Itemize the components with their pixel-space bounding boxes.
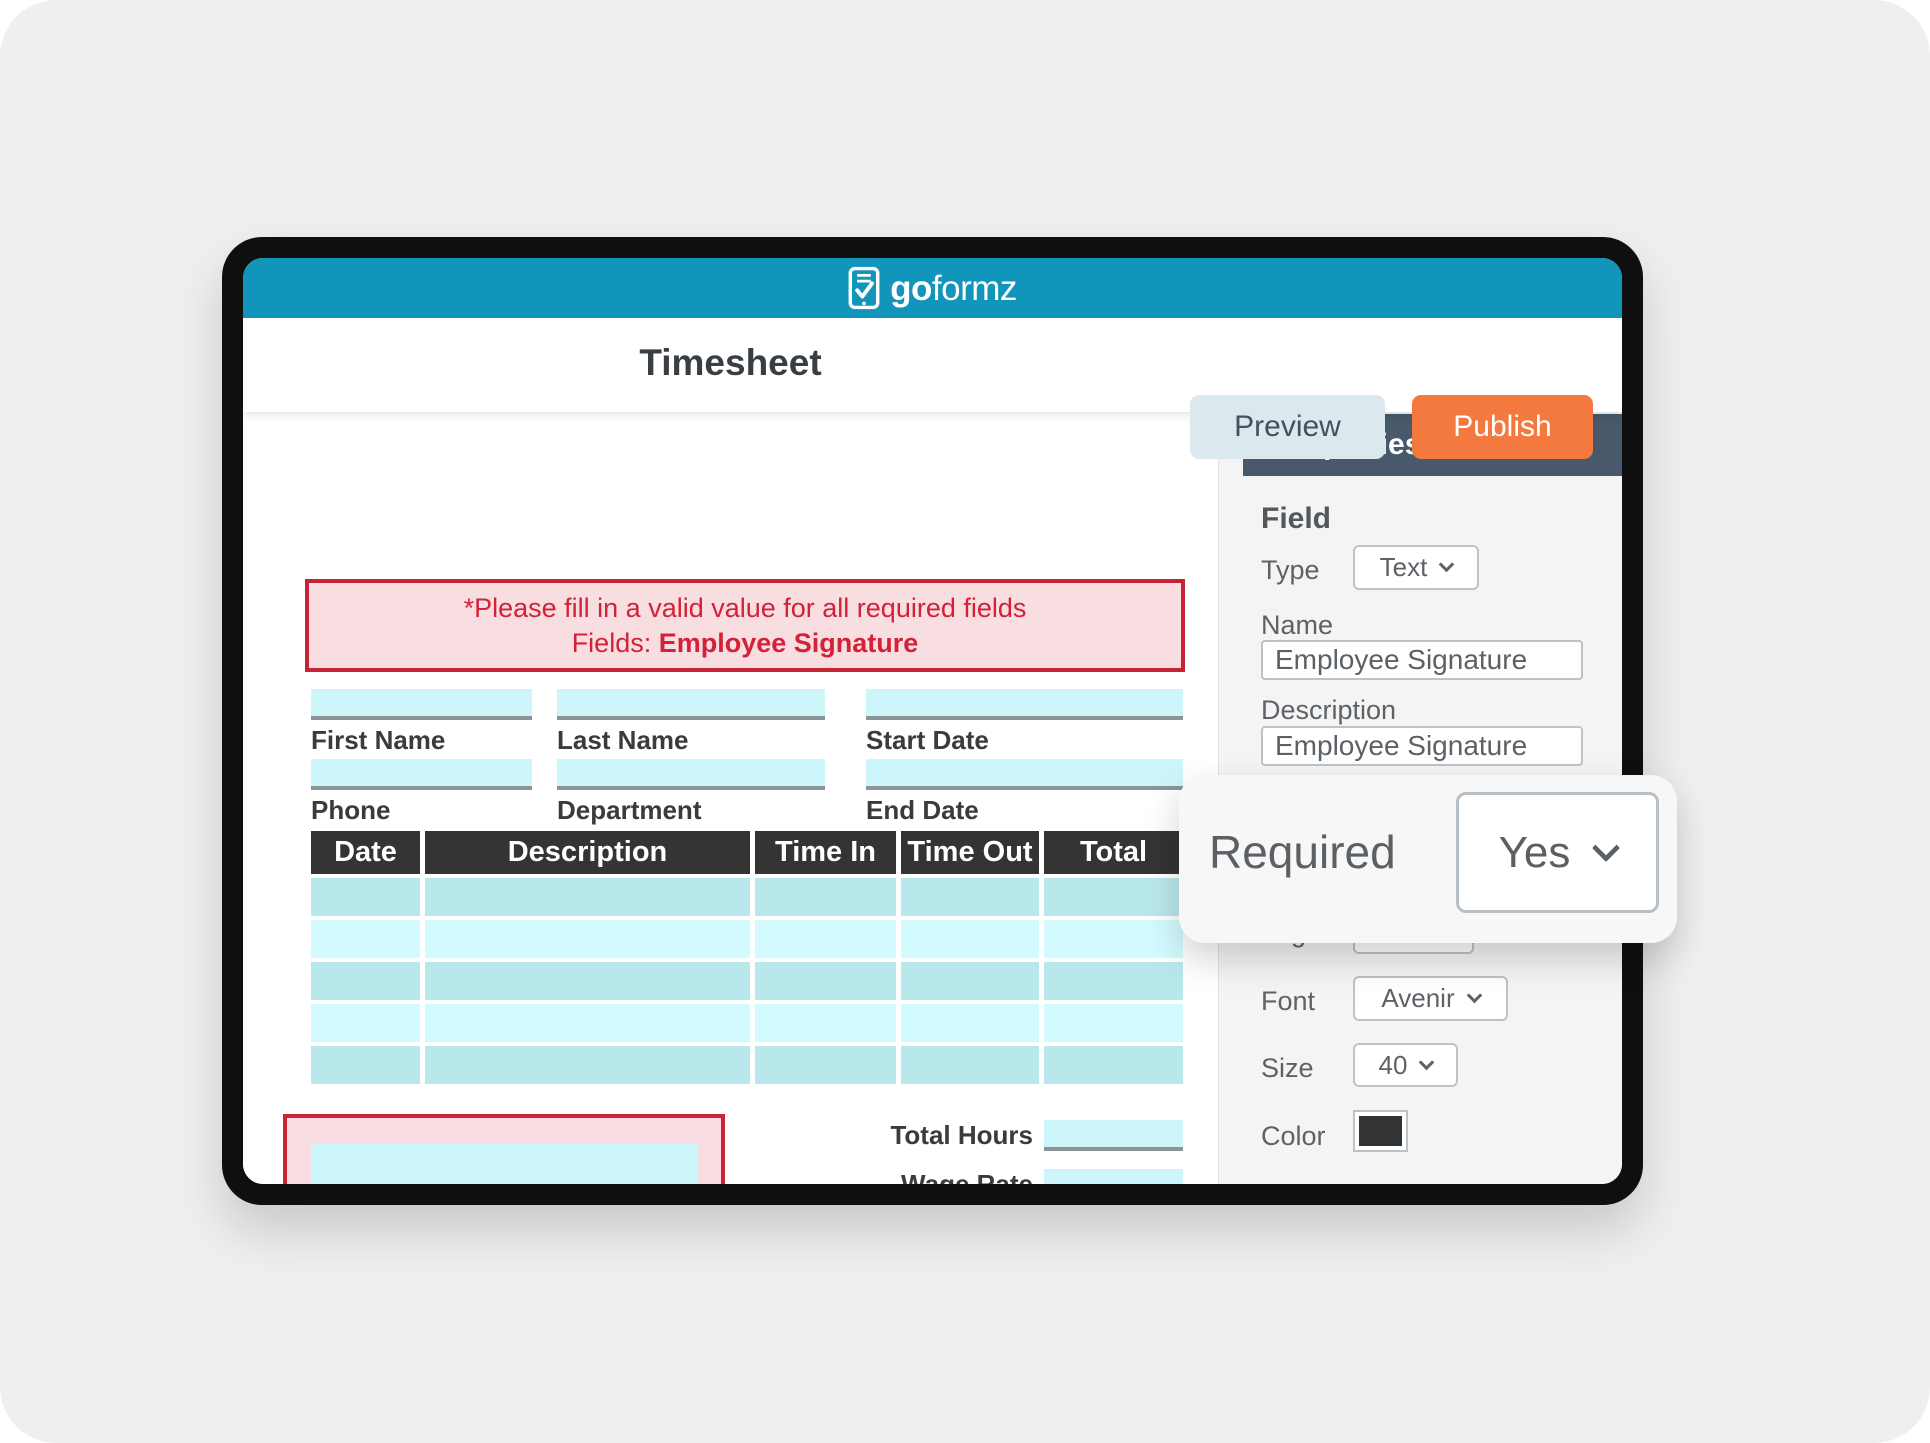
chevron-down-icon: [1592, 833, 1621, 862]
error-line1: *Please fill in a valid value for all re…: [463, 592, 1027, 623]
department-label: Department: [557, 795, 702, 825]
wage-rate-row: Wage Rate: [901, 1169, 1183, 1184]
goformz-wordmark: goformz: [890, 271, 1017, 306]
table-cell[interactable]: [1044, 1004, 1183, 1042]
end-date-label: End Date: [866, 795, 979, 825]
chevron-down-icon: [1439, 556, 1455, 573]
form-title: Timesheet: [639, 342, 822, 383]
table-cell[interactable]: [311, 1004, 420, 1042]
total-hours-label: Total Hours: [890, 1120, 1033, 1150]
goformz-logo-icon: [848, 266, 880, 310]
description-input[interactable]: [1261, 726, 1583, 766]
tablet-frame: goformz Timesheet Preview Publish *Pleas…: [222, 237, 1643, 1205]
total-hours-field[interactable]: [1044, 1120, 1183, 1151]
required-value: Yes: [1498, 827, 1571, 877]
validation-error-banner: *Please fill in a valid value for all re…: [305, 579, 1185, 672]
employee-signature-field[interactable]: [311, 1144, 697, 1184]
table-cell[interactable]: [425, 920, 750, 958]
last-name-field[interactable]: [557, 689, 825, 720]
type-value: Text: [1379, 552, 1428, 582]
department-field[interactable]: [557, 759, 825, 790]
app-header-bar: goformz: [243, 258, 1622, 318]
font-dropdown[interactable]: Avenir: [1353, 976, 1508, 1021]
wage-rate-label: Wage Rate: [901, 1169, 1033, 1184]
table-cell[interactable]: [425, 878, 750, 916]
table-cell[interactable]: [755, 1004, 896, 1042]
color-swatch: [1359, 1116, 1402, 1146]
table-cell[interactable]: [311, 962, 420, 1000]
table-cell[interactable]: [425, 1046, 750, 1084]
color-label: Color: [1261, 1121, 1326, 1151]
col-header-time-in: Time In: [755, 831, 896, 874]
table-cell[interactable]: [755, 1046, 896, 1084]
table-cell[interactable]: [1044, 878, 1183, 916]
total-hours-row: Total Hours: [890, 1120, 1183, 1151]
description-label: Description: [1261, 695, 1397, 725]
table-cell[interactable]: [755, 962, 896, 1000]
table-cell[interactable]: [755, 878, 896, 916]
name-input[interactable]: [1261, 640, 1583, 680]
table-cell[interactable]: [425, 1004, 750, 1042]
table-cell[interactable]: [1044, 962, 1183, 1000]
table-cell[interactable]: [901, 1046, 1039, 1084]
table-cell[interactable]: [1044, 1046, 1183, 1084]
wage-rate-field[interactable]: [1044, 1169, 1183, 1184]
table-cell[interactable]: [755, 920, 896, 958]
size-value: 40: [1378, 1049, 1408, 1080]
type-label: Type: [1261, 555, 1320, 585]
app-screen: goformz Timesheet Preview Publish *Pleas…: [243, 258, 1622, 1184]
time-entry-table: Date Description Time In Time Out Total: [311, 831, 1183, 1084]
table-cell[interactable]: [901, 962, 1039, 1000]
chevron-down-icon: [1419, 1054, 1435, 1070]
table-cell[interactable]: [311, 1046, 420, 1084]
employee-signature-block[interactable]: Employee Signature: [283, 1114, 725, 1184]
table-cell[interactable]: [901, 1004, 1039, 1042]
table-cell[interactable]: [311, 878, 420, 916]
phone-field[interactable]: [311, 759, 532, 790]
form-canvas: *Please fill in a valid value for all re…: [243, 412, 1218, 1184]
logo-formz: formz: [931, 268, 1018, 308]
name-label: Name: [1261, 610, 1334, 640]
publish-button[interactable]: Publish: [1412, 395, 1593, 459]
start-date-label: Start Date: [866, 725, 989, 755]
preview-button[interactable]: Preview: [1190, 395, 1385, 459]
first-name-field[interactable]: [311, 689, 532, 720]
table-cell[interactable]: [311, 920, 420, 958]
size-label: Size: [1261, 1053, 1314, 1083]
size-dropdown[interactable]: 40: [1353, 1043, 1458, 1087]
col-header-description: Description: [425, 831, 750, 874]
type-dropdown[interactable]: Text: [1353, 545, 1479, 590]
first-name-label: First Name: [311, 725, 446, 755]
table-cell[interactable]: [901, 878, 1039, 916]
start-date-field[interactable]: [866, 689, 1183, 720]
logo-go: go: [890, 268, 932, 308]
form-toolbar: Timesheet Preview Publish: [243, 318, 1622, 459]
error-line2: Fields: Employee Signature: [571, 627, 919, 658]
last-name-label: Last Name: [557, 725, 689, 755]
color-swatch-picker[interactable]: [1353, 1110, 1408, 1152]
table-cell[interactable]: [425, 962, 750, 1000]
chevron-down-icon: [1466, 987, 1482, 1004]
required-label: Required: [1209, 826, 1396, 878]
required-setting-popup: Required Yes: [1179, 775, 1677, 943]
phone-label: Phone: [311, 795, 391, 825]
col-header-time-out: Time Out: [901, 831, 1039, 874]
required-dropdown[interactable]: Yes: [1456, 792, 1659, 913]
end-date-field[interactable]: [866, 759, 1183, 790]
font-value: Avenir: [1381, 983, 1455, 1013]
field-section-heading: Field: [1261, 502, 1332, 535]
col-header-date: Date: [311, 831, 420, 874]
col-header-total: Total: [1044, 831, 1183, 874]
error-field-name: Employee Signature: [658, 627, 919, 658]
table-cell[interactable]: [901, 920, 1039, 958]
font-label: Font: [1261, 986, 1316, 1016]
table-cell[interactable]: [1044, 920, 1183, 958]
